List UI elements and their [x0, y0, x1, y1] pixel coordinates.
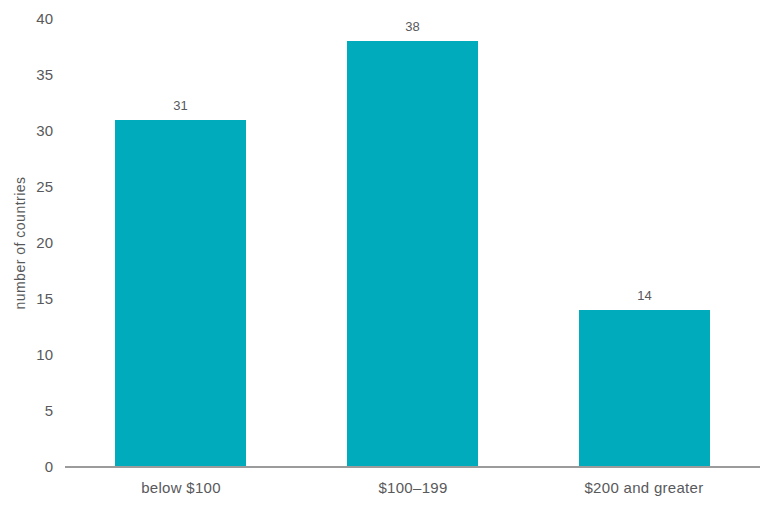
bar-value-label: 14 — [579, 289, 710, 302]
bar-$100–199 — [347, 41, 478, 467]
y-tick-label: 35 — [11, 67, 53, 82]
x-tick-label: $100–199 — [297, 480, 529, 495]
bar-value-label: 38 — [347, 20, 478, 33]
x-axis-line — [65, 466, 760, 468]
y-tick-label: 25 — [11, 179, 53, 194]
y-tick-label: 15 — [11, 291, 53, 306]
y-tick-label: 30 — [11, 123, 53, 138]
y-tick-label: 0 — [11, 459, 53, 474]
bar-below $100 — [115, 120, 246, 467]
bar-value-label: 31 — [115, 99, 246, 112]
x-tick-label: below $100 — [65, 480, 297, 495]
bar-chart: number of countries 0510152025303540 313… — [0, 0, 768, 507]
y-tick-label: 5 — [11, 403, 53, 418]
bar-$200 and greater — [579, 310, 710, 467]
y-tick-label: 10 — [11, 347, 53, 362]
y-tick-label: 20 — [11, 235, 53, 250]
y-tick-label: 40 — [11, 11, 53, 26]
x-tick-label: $200 and greater — [528, 480, 760, 495]
